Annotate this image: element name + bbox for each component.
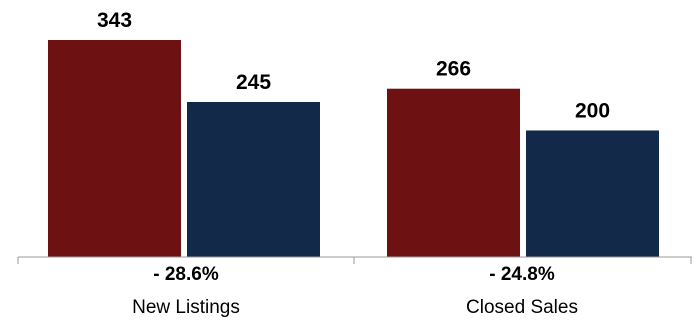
bar-new-listings-prior [187, 102, 320, 257]
bar-closed-sales-prior [526, 130, 659, 257]
change-label-closed-sales: - 24.8% [489, 264, 555, 285]
value-labels-layer: 343 245 266 200 [97, 9, 610, 122]
category-label-closed-sales: Closed Sales [466, 297, 578, 318]
category-label-new-listings: New Listings [132, 297, 240, 318]
value-label-new-listings-current: 343 [97, 9, 132, 32]
value-label-new-listings-prior: 245 [236, 71, 271, 94]
bar-new-listings-current [48, 40, 181, 257]
value-label-closed-sales-prior: 200 [575, 99, 610, 122]
change-label-new-listings: - 28.6% [153, 264, 219, 285]
value-label-closed-sales-current: 266 [436, 58, 471, 81]
bars-layer [48, 40, 659, 257]
bar-closed-sales-current [387, 88, 520, 257]
